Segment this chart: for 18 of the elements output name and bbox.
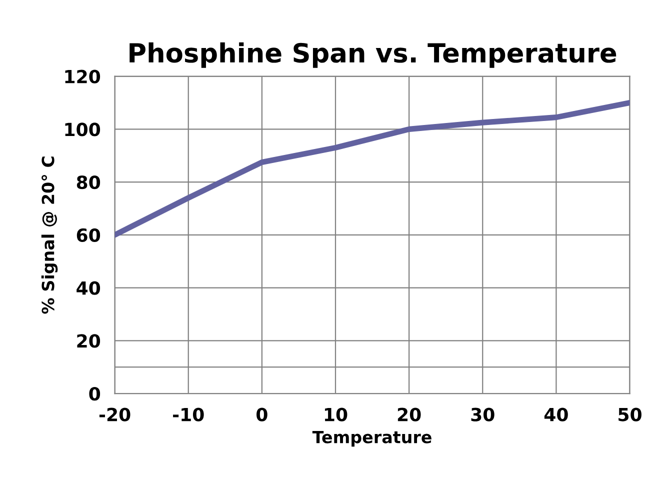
y-tick-label: 120 — [65, 70, 100, 84]
x-tick-label: 40 — [544, 408, 568, 422]
x-tick-label: 0 — [256, 408, 268, 422]
y-tick-label: 20 — [77, 334, 100, 348]
y-tick-label: 60 — [76, 228, 100, 242]
x-axis-title: Temperature — [312, 430, 432, 447]
x-tick-label: -20 — [99, 408, 130, 422]
y-tick-label: 80 — [76, 176, 100, 190]
y-tick-label: 0 — [89, 386, 100, 401]
x-tick-label: 50 — [618, 408, 642, 422]
x-tick-label: 10 — [324, 408, 348, 422]
y-tick-label: 100 — [65, 122, 100, 136]
x-tick-label: 20 — [398, 408, 421, 422]
x-tick-label: -10 — [173, 408, 204, 422]
y-tick-label: 40 — [76, 281, 100, 295]
x-tick-label: 30 — [471, 408, 494, 422]
chart-title: Phosphine Span vs. Temperature — [130, 42, 616, 68]
y-axis-title: % Signal @ 20° C — [41, 156, 58, 314]
